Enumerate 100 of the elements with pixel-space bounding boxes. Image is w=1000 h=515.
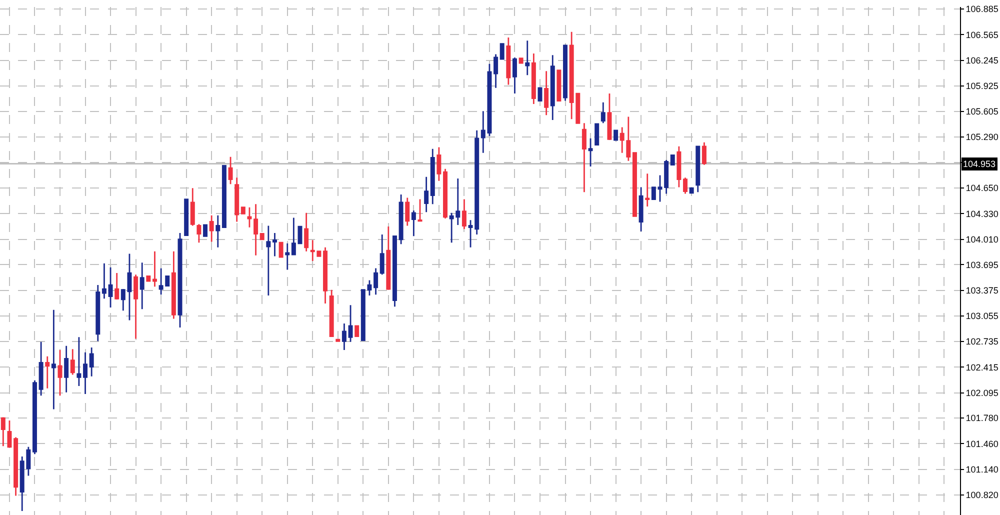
candlestick	[323, 246, 328, 304]
y-tick-label: 101.140	[966, 464, 998, 474]
y-tick-label: 106.565	[966, 30, 998, 40]
candlestick	[544, 70, 549, 116]
candlestick	[278, 242, 284, 258]
candlestick	[392, 235, 397, 308]
candlestick	[216, 214, 220, 248]
candlestick	[203, 224, 208, 237]
y-tick-label: 103.695	[966, 260, 998, 270]
candlestick	[0, 416, 6, 447]
candlestick	[525, 40, 530, 76]
candlestick	[594, 123, 600, 146]
candlestick	[588, 138, 593, 168]
y-tick-label: 102.095	[966, 388, 998, 398]
y-tick-label: 104.010	[966, 234, 998, 245]
candlestick	[234, 176, 240, 222]
candlestick	[38, 341, 44, 396]
candlestick	[418, 198, 422, 222]
candlestick	[51, 309, 56, 410]
candlestick	[336, 338, 340, 342]
candlestick	[45, 356, 50, 390]
candlestick	[651, 186, 656, 200]
y-tick-label: 104.330	[966, 208, 998, 219]
candlestick	[32, 380, 37, 455]
candlestick	[696, 146, 700, 193]
y-tick-label: 106.245	[966, 55, 998, 66]
candlestick	[108, 266, 113, 308]
candlestick	[645, 172, 650, 208]
candlestick	[506, 36, 511, 86]
candlestick	[240, 206, 246, 214]
candlestick	[607, 92, 612, 141]
candlestick	[260, 233, 264, 240]
candlestick	[436, 146, 442, 182]
candlestick	[228, 156, 233, 185]
candlestick	[329, 289, 334, 338]
candlestick	[632, 152, 637, 217]
y-tick-label: 100.820	[966, 490, 998, 500]
candlestick	[7, 420, 12, 448]
candlestick	[83, 352, 88, 395]
candlestick	[374, 268, 378, 296]
candlestick	[550, 54, 555, 121]
ref-line-label: 104.953	[963, 159, 996, 169]
candlestick	[512, 56, 517, 94]
candlestick	[14, 436, 18, 496]
candlestick	[398, 194, 404, 245]
candlestick	[518, 58, 524, 64]
candlestick	[304, 212, 309, 252]
candlestick	[70, 348, 75, 376]
candlestick	[171, 250, 176, 320]
candlestick	[582, 122, 586, 193]
y-tick-label: 105.925	[966, 81, 998, 92]
candlestick	[494, 54, 498, 89]
candlestick	[64, 345, 69, 394]
y-tick-label: 102.415	[966, 362, 998, 372]
candlestick	[291, 217, 296, 256]
y-tick-label: 102.735	[966, 336, 998, 347]
candlestick	[500, 43, 504, 60]
candlestick	[354, 325, 360, 338]
candlestick	[298, 226, 302, 244]
y-tick-label: 106.885	[966, 4, 998, 14]
candlestick	[443, 168, 448, 220]
candlestick	[58, 349, 62, 396]
candlestick	[102, 262, 106, 300]
candlestick	[683, 176, 688, 194]
y-tick-label: 105.605	[966, 106, 998, 117]
candlestick	[152, 250, 157, 288]
candlestick	[247, 206, 252, 228]
candlestick	[184, 198, 189, 236]
y-tick-label: 101.460	[966, 438, 998, 449]
candlestick	[638, 186, 644, 232]
y-tick-label: 105.290	[966, 132, 998, 142]
candlestick	[600, 102, 606, 124]
candlestick	[254, 203, 258, 256]
candlestick	[411, 210, 416, 237]
candlestick	[96, 284, 100, 342]
candlestick	[76, 336, 82, 387]
candlestick	[134, 274, 138, 340]
candlestick	[702, 142, 706, 166]
candlestick	[380, 234, 384, 276]
candlestick	[386, 226, 391, 291]
y-tick-label: 104.650	[966, 183, 998, 194]
candlestick	[89, 346, 94, 378]
candlestick	[285, 242, 290, 271]
candlestick	[140, 262, 144, 310]
candlestick	[462, 198, 466, 230]
y-tick-label: 103.375	[966, 285, 998, 296]
candlestick	[342, 322, 346, 351]
candlestick	[531, 52, 536, 105]
candlestick	[614, 130, 618, 141]
candlestick	[348, 304, 353, 343]
candlestick	[538, 87, 542, 102]
candlestick	[196, 223, 202, 244]
y-tick-label: 101.780	[966, 413, 998, 424]
candlestick	[689, 187, 694, 194]
candlestick	[424, 176, 429, 213]
candlestick	[178, 232, 182, 328]
candlestick	[405, 197, 410, 226]
candlestick	[272, 232, 277, 257]
candlestick	[146, 276, 151, 282]
candlestick	[556, 70, 562, 102]
